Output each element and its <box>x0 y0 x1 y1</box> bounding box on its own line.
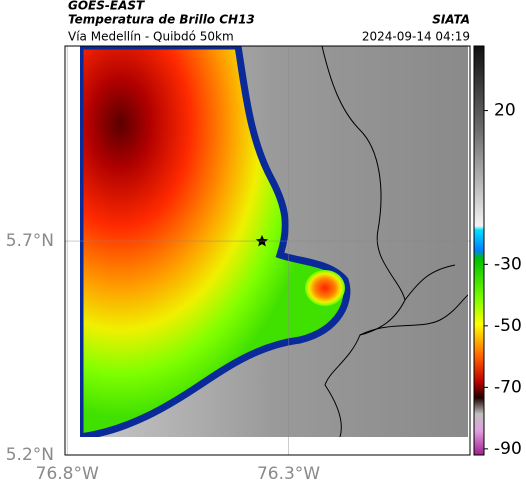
y-tick-label: 5.2°N <box>6 445 54 465</box>
colorbar <box>473 45 485 456</box>
title: Temperatura de Brillo CH13 <box>68 13 255 27</box>
colorbar-tick-label: -70 <box>494 377 522 397</box>
subtitle: Vía Medellín - Quibdó 50km <box>68 30 234 44</box>
colorbar-tick-label: -30 <box>494 254 522 274</box>
source: GOES-EAST <box>68 0 145 13</box>
colorbar-tick-label: 20 <box>494 101 516 121</box>
satellite-image <box>80 46 468 437</box>
x-tick-label: 76.8°W <box>36 464 99 484</box>
x-tick-label: 76.3°W <box>257 464 320 484</box>
timestamp: 2024-09-14 04:19 <box>362 30 470 44</box>
colorbar-tick-label: -50 <box>494 316 522 336</box>
colorbar-tick-label: -90 <box>494 439 522 459</box>
y-tick-label: 5.7°N <box>6 231 54 251</box>
brand: SIATA <box>432 13 470 27</box>
map-frame <box>64 45 471 456</box>
